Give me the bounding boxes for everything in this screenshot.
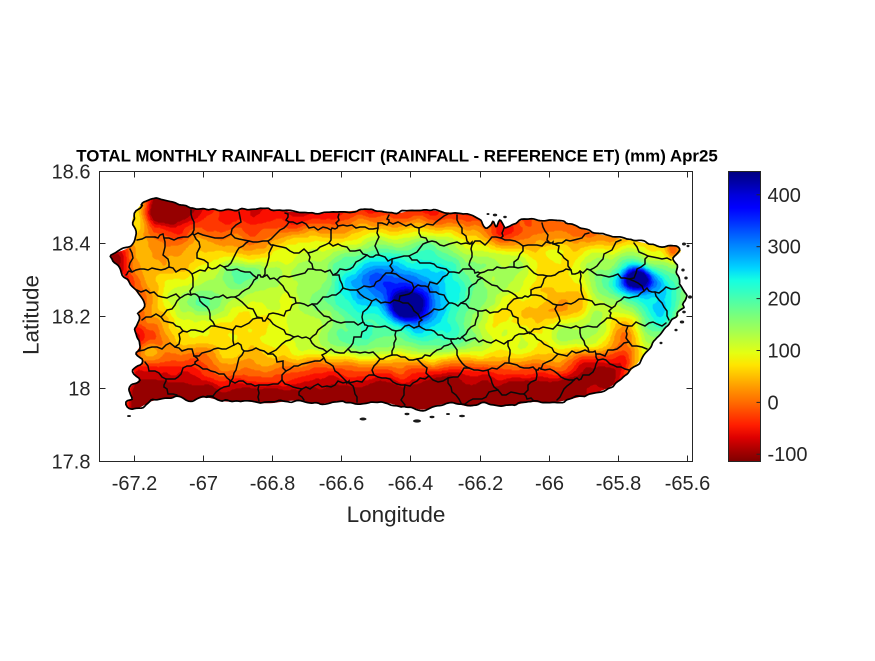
svg-text:-67.2: -67.2 <box>112 473 158 495</box>
svg-text:18.6: 18.6 <box>52 162 91 184</box>
svg-text:Longitude: Longitude <box>347 502 446 527</box>
svg-text:-66.8: -66.8 <box>250 473 296 495</box>
svg-text:18.2: 18.2 <box>52 307 91 329</box>
svg-text:-100: -100 <box>768 444 808 466</box>
svg-text:200: 200 <box>768 289 801 311</box>
svg-text:-66.2: -66.2 <box>458 473 504 495</box>
svg-text:Latitude: Latitude <box>19 275 44 355</box>
svg-text:-66.6: -66.6 <box>319 473 365 495</box>
svg-text:18.4: 18.4 <box>52 234 91 256</box>
svg-text:-65.6: -65.6 <box>665 473 711 495</box>
svg-text:100: 100 <box>768 341 801 363</box>
svg-text:300: 300 <box>768 237 801 259</box>
svg-text:0: 0 <box>768 392 779 414</box>
svg-text:-66.4: -66.4 <box>388 473 434 495</box>
svg-text:-65.8: -65.8 <box>596 473 642 495</box>
svg-text:TOTAL MONTHLY RAINFALL DEFICIT: TOTAL MONTHLY RAINFALL DEFICIT (RAINFALL… <box>76 147 718 166</box>
svg-text:18: 18 <box>68 379 90 401</box>
svg-text:-66: -66 <box>535 473 564 495</box>
svg-text:17.8: 17.8 <box>52 452 91 474</box>
svg-text:400: 400 <box>768 185 801 207</box>
svg-text:-67: -67 <box>189 473 218 495</box>
